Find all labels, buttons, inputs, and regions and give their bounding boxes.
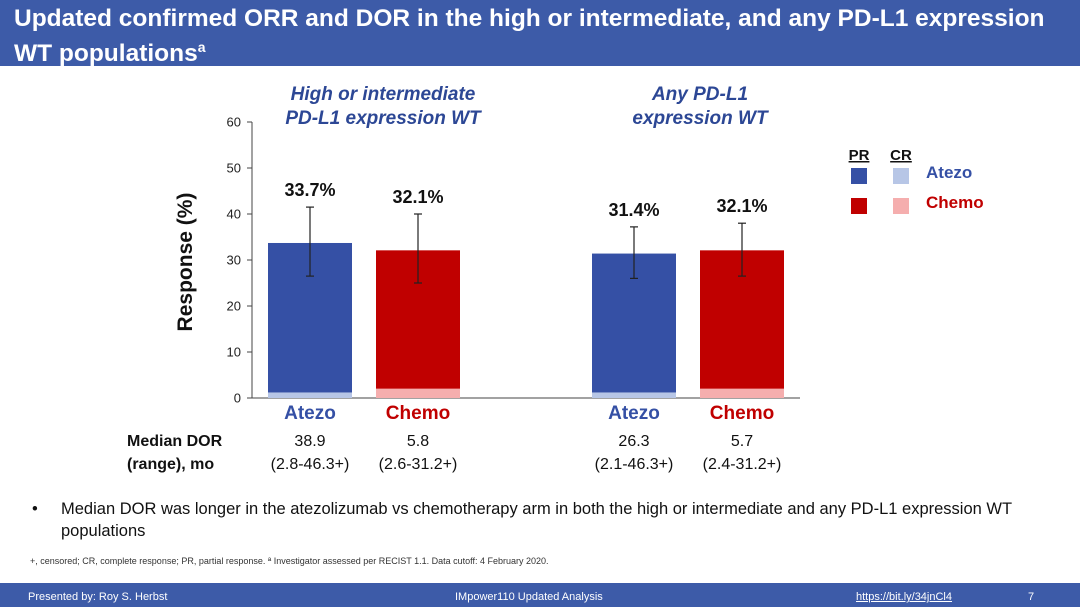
- group-title-line: Any PD-L1: [651, 84, 748, 105]
- footer-study-name: IMpower110 Updated Analysis: [455, 591, 603, 603]
- category-label-chemo: Chemo: [386, 403, 450, 424]
- page-number: 7: [1028, 591, 1035, 603]
- category-label-atezo: Atezo: [608, 403, 660, 424]
- dor-median: 26.3: [618, 433, 649, 450]
- dor-range: (2.1-46.3+): [595, 456, 674, 473]
- legend-label-atezo: Atezo: [926, 163, 972, 182]
- dor-header-line1: Median DOR: [127, 433, 223, 450]
- footnote: +, censored; CR, complete response; PR, …: [30, 556, 549, 566]
- dor-header-line2: (range), mo: [127, 456, 214, 473]
- response-chart: 0 10 20 30 40 50 60 Response (%) Median DOR (ran…: [127, 84, 984, 473]
- value-label: 31.4%: [608, 200, 659, 220]
- title-bar: Updated confirmed ORR and DOR in the hig…: [0, 0, 1080, 68]
- legend-header-pr: PR: [849, 147, 870, 164]
- bar-cr-atezo: [592, 392, 676, 398]
- value-label: 32.1%: [716, 196, 767, 216]
- dor-median: 38.9: [294, 433, 325, 450]
- footer-bar: Presented by: Roy S. Herbst IMpower110 U…: [0, 583, 1080, 607]
- dor-median: 5.8: [407, 433, 429, 450]
- group-title-line: High or intermediate: [291, 84, 476, 105]
- value-label: 32.1%: [392, 187, 443, 207]
- dor-median: 5.7: [731, 433, 753, 450]
- y-tick-label: 40: [227, 207, 241, 222]
- bullet-point: • Median DOR was longer in the atezolizu…: [32, 498, 1042, 542]
- y-tick-label: 60: [227, 115, 241, 130]
- legend-swatch-cr-atezo: [893, 168, 909, 184]
- y-axis-title: Response (%): [174, 193, 197, 332]
- y-tick-label: 20: [227, 299, 241, 314]
- slide-title: Updated confirmed ORR and DOR in the hig…: [14, 4, 1064, 68]
- footer-presenter: Presented by: Roy S. Herbst: [28, 591, 168, 603]
- bar-cr-atezo: [268, 392, 352, 398]
- title-superscript: a: [197, 39, 206, 55]
- group-title-line: expression WT: [632, 108, 769, 129]
- value-label: 33.7%: [284, 180, 335, 200]
- dor-range: (2.6-31.2+): [379, 456, 458, 473]
- slide-title-text: Updated confirmed ORR and DOR in the hig…: [14, 5, 1045, 68]
- y-tick-label: 10: [227, 345, 241, 360]
- bar-cr-chemo: [700, 388, 784, 398]
- y-tick-label: 0: [234, 391, 241, 406]
- y-tick-label: 30: [227, 253, 241, 268]
- dor-range: (2.8-46.3+): [271, 456, 350, 473]
- dor-range: (2.4-31.2+): [703, 456, 782, 473]
- footer-link[interactable]: https://bit.ly/34jnCl4: [856, 591, 952, 603]
- category-label-chemo: Chemo: [710, 403, 774, 424]
- y-tick-label: 50: [227, 161, 241, 176]
- legend-label-chemo: Chemo: [926, 193, 984, 212]
- legend-swatch-pr-atezo: [851, 168, 867, 184]
- bullet-text: Median DOR was longer in the atezolizuma…: [61, 500, 1012, 540]
- group-title-line: PD-L1 expression WT: [285, 108, 482, 129]
- category-label-atezo: Atezo: [284, 403, 336, 424]
- legend-header-cr: CR: [890, 147, 912, 164]
- bullet-dot: •: [32, 500, 38, 518]
- bar-cr-chemo: [376, 388, 460, 398]
- legend-swatch-cr-chemo: [893, 198, 909, 214]
- legend-swatch-pr-chemo: [851, 198, 867, 214]
